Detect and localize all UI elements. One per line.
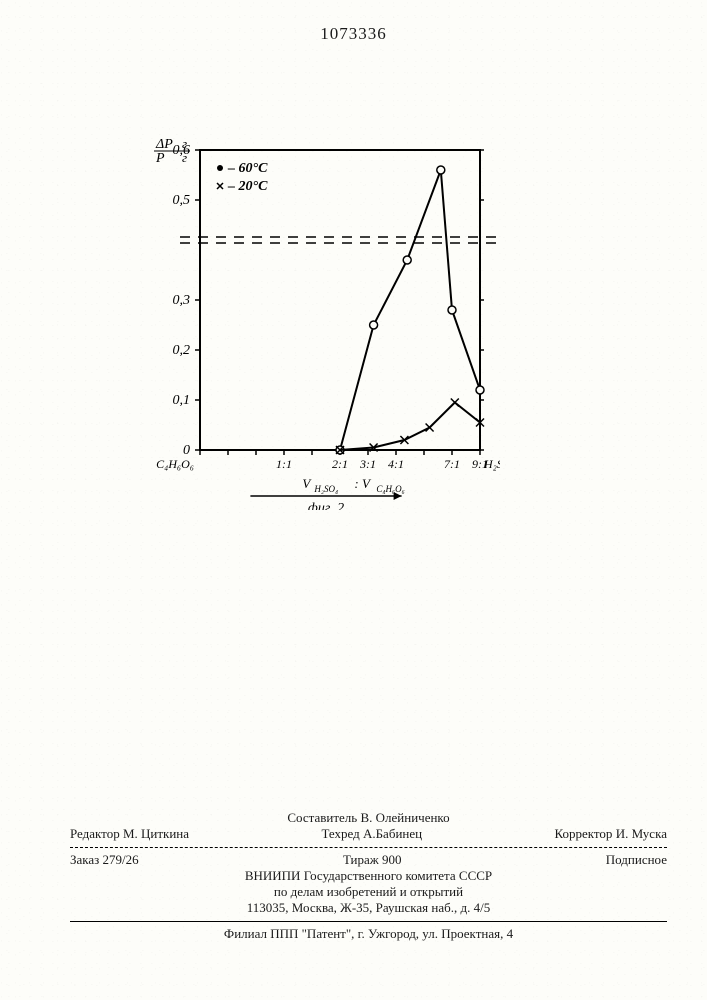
compiler-label: Составитель bbox=[287, 810, 357, 825]
svg-text:H₂SO₄: H₂SO₄ bbox=[313, 484, 338, 494]
divider bbox=[70, 921, 667, 922]
compiler-name: В. Олейниченко bbox=[360, 810, 449, 825]
branch-address: Филиал ППП "Патент", г. Ужгород, ул. Про… bbox=[70, 926, 667, 942]
svg-text:2:1: 2:1 bbox=[332, 457, 348, 471]
svg-text:0: 0 bbox=[183, 443, 190, 458]
editor-label: Редактор bbox=[70, 826, 120, 841]
svg-text:0,5: 0,5 bbox=[173, 193, 191, 208]
corrector-label: Корректор bbox=[554, 826, 612, 841]
document-number: 1073336 bbox=[0, 24, 707, 44]
svg-text:1:1: 1:1 bbox=[276, 457, 292, 471]
svg-text:: V: : V bbox=[354, 476, 372, 491]
corrector-name: И. Муска bbox=[616, 826, 667, 841]
svg-text:– 60°C: – 60°C bbox=[227, 161, 268, 176]
svg-text:0,3: 0,3 bbox=[173, 293, 191, 308]
chart-figure-2: 00,10,20,30,50,61:12:13:14:17:19:1ΔPPгг … bbox=[140, 130, 500, 510]
footer-credits: Составитель В. Олейниченко Редактор М. Ц… bbox=[70, 810, 667, 942]
editor-name: М. Циткина bbox=[123, 826, 189, 841]
techred-name: А.Бабинец bbox=[363, 826, 422, 841]
subscription: Подписное bbox=[606, 852, 667, 868]
org-line-1: ВНИИПИ Государственного комитета СССР bbox=[70, 868, 667, 884]
svg-text:0,1: 0,1 bbox=[173, 393, 191, 408]
svg-text:7:1: 7:1 bbox=[444, 457, 460, 471]
svg-text:V: V bbox=[302, 476, 312, 491]
svg-text:фиг. 2: фиг. 2 bbox=[308, 501, 344, 510]
svg-text:C₄H₆O₆: C₄H₆O₆ bbox=[376, 484, 404, 494]
techred-label: Техред bbox=[321, 826, 359, 841]
svg-text:3:1: 3:1 bbox=[359, 457, 376, 471]
svg-text:C₄H₆O₆: C₄H₆O₆ bbox=[156, 457, 194, 471]
svg-text:г: г bbox=[182, 150, 187, 165]
tirazh: Тираж 900 bbox=[343, 852, 402, 868]
divider bbox=[70, 847, 667, 848]
svg-text:4:1: 4:1 bbox=[388, 457, 404, 471]
svg-text:0,2: 0,2 bbox=[173, 343, 191, 358]
address-1: 113035, Москва, Ж-35, Раушская наб., д. … bbox=[70, 900, 667, 916]
chart-svg: 00,10,20,30,50,61:12:13:14:17:19:1ΔPPгг … bbox=[140, 130, 500, 510]
org-line-2: по делам изобретений и открытий bbox=[70, 884, 667, 900]
order-number: Заказ 279/26 bbox=[70, 852, 139, 868]
svg-text:г: г bbox=[182, 136, 187, 151]
svg-text:– 20°C: – 20°C bbox=[227, 179, 268, 194]
svg-text:H₂SO₄: H₂SO₄ bbox=[483, 457, 500, 471]
